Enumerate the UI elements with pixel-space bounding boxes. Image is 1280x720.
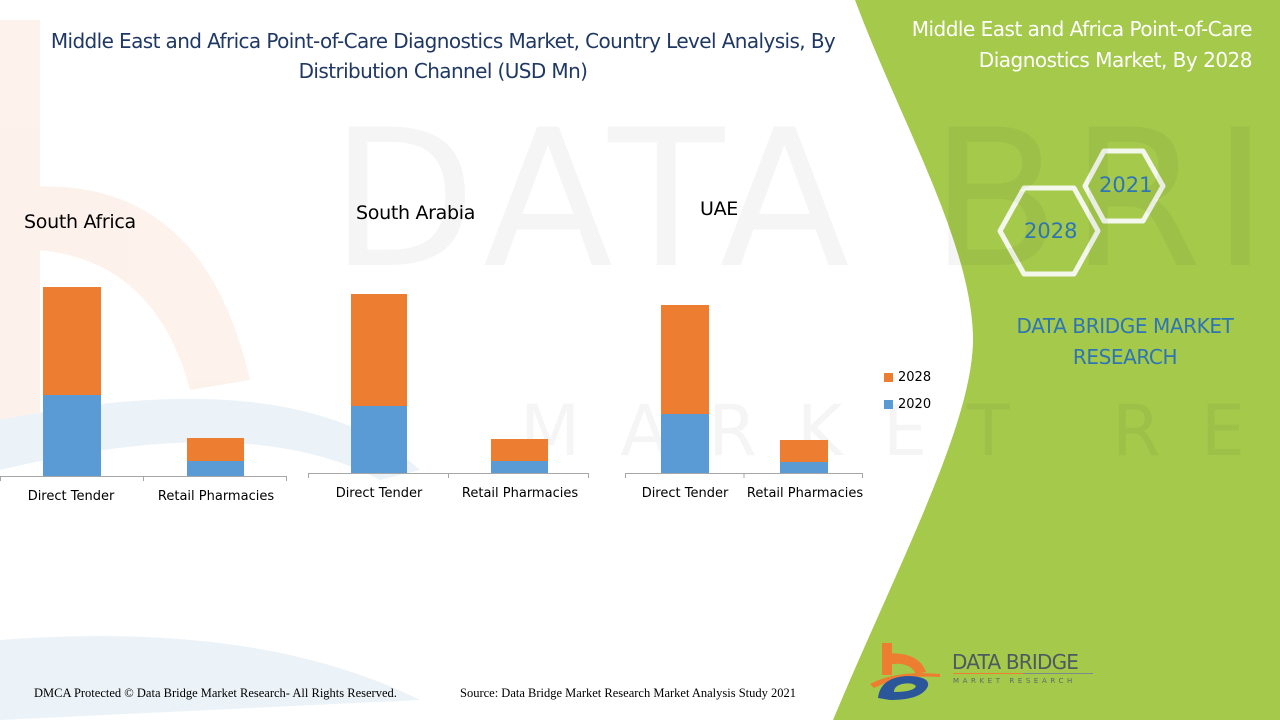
side-panel-title: Middle East and Africa Point-of-Care Dia…	[911, 17, 1253, 72]
x-tick-label: Retail Pharmacies	[746, 486, 864, 501]
chart-uae	[625, 305, 863, 478]
logo-divider	[953, 673, 1093, 674]
chart-title-south-africa: South Africa	[24, 211, 136, 233]
legend-label-2028: 2028	[898, 370, 932, 385]
chart-title-uae: UAE	[700, 198, 739, 220]
bar-2020-direct-tender	[43, 395, 101, 476]
legend-item-2028: 2028	[884, 364, 931, 391]
logo-subtitle: MARKET RESEARCH	[953, 677, 1076, 685]
bar-2020-direct-tender	[351, 406, 407, 473]
legend-item-2020: 2020	[884, 391, 931, 418]
legend-label-2020: 2020	[898, 397, 932, 412]
copyright-notice: DMCA Protected © Data Bridge Market Rese…	[34, 686, 397, 700]
chart-south-africa	[0, 287, 287, 481]
bar-2020-retail-pharmacies	[780, 462, 828, 473]
legend: 2028 2020	[884, 364, 931, 418]
main-title: Middle East and Africa Point-of-Care Dia…	[50, 29, 836, 83]
logo-name: DATA BRIDGE	[952, 650, 1079, 674]
source-note: Source: Data Bridge Market Research Mark…	[460, 686, 797, 700]
x-tick-label: Direct Tender	[641, 486, 729, 501]
chart-title-south-arabia: South Arabia	[356, 202, 476, 224]
bar-2028-retail-pharmacies	[780, 440, 828, 462]
x-tick-label: Direct Tender	[335, 486, 423, 501]
hexagon-2021	[1082, 148, 1166, 224]
legend-swatch-2028	[884, 373, 893, 382]
x-tick-label: Retail Pharmacies	[461, 486, 579, 501]
hexagon-2028	[997, 185, 1101, 277]
bar-2028-direct-tender	[351, 294, 407, 406]
hex-label-2021: 2021	[1099, 173, 1153, 197]
x-tick-label: Retail Pharmacies	[157, 489, 275, 504]
x-tick-label: Direct Tender	[27, 489, 115, 504]
bar-2028-retail-pharmacies	[187, 438, 244, 461]
bar-2028-direct-tender	[43, 287, 101, 395]
hex-label-2028: 2028	[1024, 219, 1078, 243]
legend-swatch-2020	[884, 400, 893, 409]
bar-2020-direct-tender	[661, 414, 709, 473]
data-bridge-logo-icon	[870, 643, 940, 700]
bar-2020-retail-pharmacies	[491, 461, 548, 473]
chart-south-arabia	[308, 294, 589, 478]
bar-2028-retail-pharmacies	[491, 439, 548, 461]
brand-text: DATA BRIDGE MARKET RESEARCH	[1016, 314, 1234, 369]
green-panel	[833, 0, 1280, 720]
bar-2028-direct-tender	[661, 305, 709, 414]
bar-2020-retail-pharmacies	[187, 461, 244, 476]
